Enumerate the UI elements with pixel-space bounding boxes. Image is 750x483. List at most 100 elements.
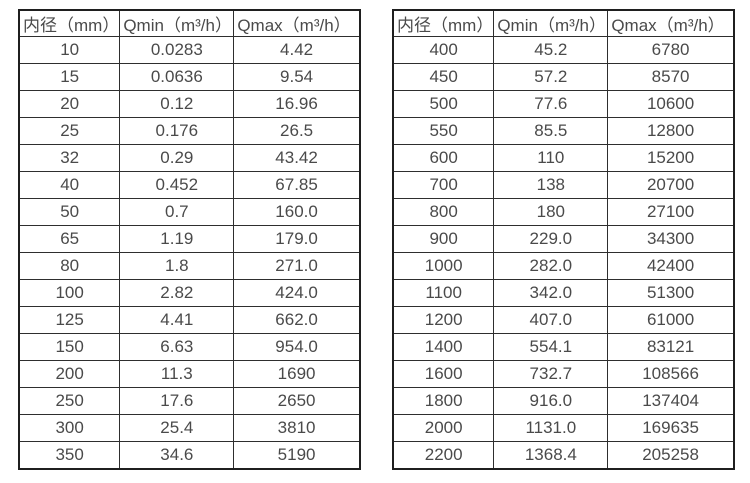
table-row: 2200 1368.4 205258 [392,441,735,470]
table-row: 50 0.7 160.0 [18,198,361,226]
table-cell: 108566 [607,360,735,388]
col-header-inner-diameter: 内径（mm） [392,9,495,37]
table-row: 200 11.3 1690 [18,360,361,388]
flow-table-small-diameters-wrap: 内径（mm） Qmin（m³/h） Qmax（m³/h） 10 0.0283 4.4… [18,9,361,470]
flow-table-large-diameters-wrap: 内径（mm） Qmin（m³/h） Qmax（m³/h） 400 45.2 6780… [392,9,735,470]
table-row: 550 85.5 12800 [392,117,735,145]
table-cell: 83121 [607,333,735,361]
table-row: 300 25.4 3810 [18,414,361,442]
table-row: 250 17.6 2650 [18,387,361,415]
table-header-row: 内径（mm） Qmin（m³/h） Qmax（m³/h） [392,9,735,37]
table-cell: 32 [18,144,121,172]
table-cell: 169635 [607,414,735,442]
table-cell: 137404 [607,387,735,415]
table-cell: 26.5 [233,117,361,145]
table-cell: 0.7 [119,198,235,226]
table-cell: 51300 [607,279,735,307]
table-cell: 350 [18,441,121,470]
table-row: 900 229.0 34300 [392,225,735,253]
table-cell: 43.42 [233,144,361,172]
table-cell: 250 [18,387,121,415]
col-header-qmax: Qmax（m³/h） [607,9,735,37]
table-cell: 450 [392,63,495,91]
table-cell: 1368.4 [493,441,609,470]
table-cell: 11.3 [119,360,235,388]
table-row: 600 110 15200 [392,144,735,172]
table-cell: 20700 [607,171,735,199]
table-row: 500 77.6 10600 [392,90,735,118]
table-cell: 205258 [607,441,735,470]
table-cell: 0.452 [119,171,235,199]
table-cell: 25.4 [119,414,235,442]
table-row: 32 0.29 43.42 [18,144,361,172]
table-cell: 9.54 [233,63,361,91]
table-cell: 1200 [392,306,495,334]
table-cell: 1690 [233,360,361,388]
table-cell: 1.19 [119,225,235,253]
table-row: 1800 916.0 137404 [392,387,735,415]
table-cell: 4.41 [119,306,235,334]
table-row: 1600 732.7 108566 [392,360,735,388]
table-cell: 6.63 [119,333,235,361]
table-row: 20 0.12 16.96 [18,90,361,118]
table-row: 700 138 20700 [392,171,735,199]
table-cell: 27100 [607,198,735,226]
col-header-inner-diameter: 内径（mm） [18,9,121,37]
table-cell: 10 [18,36,121,64]
col-header-qmin: Qmin（m³/h） [493,9,609,37]
table-cell: 40 [18,171,121,199]
table-cell: 229.0 [493,225,609,253]
table-cell: 61000 [607,306,735,334]
table-row: 25 0.176 26.5 [18,117,361,145]
table-cell: 407.0 [493,306,609,334]
flow-table-small-diameters: 内径（mm） Qmin（m³/h） Qmax（m³/h） 10 0.0283 4.4… [18,9,361,470]
table-cell: 10600 [607,90,735,118]
table-cell: 662.0 [233,306,361,334]
table-row: 350 34.6 5190 [18,441,361,470]
table-header-row: 内径（mm） Qmin（m³/h） Qmax（m³/h） [18,9,361,37]
table-cell: 34.6 [119,441,235,470]
table-cell: 1800 [392,387,495,415]
table-row: 10 0.0283 4.42 [18,36,361,64]
table-row: 1200 407.0 61000 [392,306,735,334]
table-cell: 34300 [607,225,735,253]
table-cell: 15 [18,63,121,91]
table-cell: 342.0 [493,279,609,307]
table-row: 65 1.19 179.0 [18,225,361,253]
table-cell: 138 [493,171,609,199]
table-cell: 424.0 [233,279,361,307]
table-cell: 12800 [607,117,735,145]
table-cell: 916.0 [493,387,609,415]
table-cell: 65 [18,225,121,253]
table-cell: 1100 [392,279,495,307]
table-row: 15 0.0636 9.54 [18,63,361,91]
table-row: 2000 1131.0 169635 [392,414,735,442]
table-cell: 1000 [392,252,495,280]
table-cell: 550 [392,117,495,145]
table-row: 1100 342.0 51300 [392,279,735,307]
table-cell: 3810 [233,414,361,442]
table-cell: 554.1 [493,333,609,361]
table-cell: 42400 [607,252,735,280]
table-cell: 300 [18,414,121,442]
table-cell: 282.0 [493,252,609,280]
table-cell: 160.0 [233,198,361,226]
table-cell: 900 [392,225,495,253]
table-cell: 0.29 [119,144,235,172]
table-cell: 2.82 [119,279,235,307]
table-cell: 1400 [392,333,495,361]
table-cell: 500 [392,90,495,118]
table-cell: 5190 [233,441,361,470]
table-row: 400 45.2 6780 [392,36,735,64]
table-cell: 110 [493,144,609,172]
table-cell: 125 [18,306,121,334]
table-cell: 80 [18,252,121,280]
table-cell: 0.0636 [119,63,235,91]
table-cell: 15200 [607,144,735,172]
table-cell: 45.2 [493,36,609,64]
table-cell: 2000 [392,414,495,442]
table-row: 1000 282.0 42400 [392,252,735,280]
table-cell: 400 [392,36,495,64]
table-row: 100 2.82 424.0 [18,279,361,307]
table-cell: 57.2 [493,63,609,91]
